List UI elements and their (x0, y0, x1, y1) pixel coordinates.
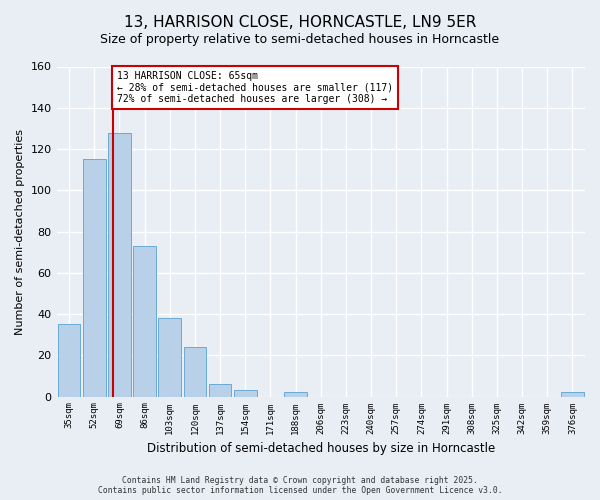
Bar (561, 392, 584, 396)
Bar (58, 324, 80, 396)
Bar (108, 132, 131, 396)
X-axis label: Distribution of semi-detached houses by size in Horncastle: Distribution of semi-detached houses by … (146, 442, 495, 455)
Bar (83, 160, 106, 396)
Text: 13, HARRISON CLOSE, HORNCASTLE, LN9 5ER: 13, HARRISON CLOSE, HORNCASTLE, LN9 5ER (124, 15, 476, 30)
Bar (158, 318, 181, 396)
Text: Contains HM Land Registry data © Crown copyright and database right 2025.
Contai: Contains HM Land Registry data © Crown c… (98, 476, 502, 495)
Bar (133, 246, 156, 396)
Bar (284, 392, 307, 396)
Bar (184, 347, 206, 397)
Text: Size of property relative to semi-detached houses in Horncastle: Size of property relative to semi-detach… (100, 32, 500, 46)
Bar (209, 384, 232, 396)
Text: 13 HARRISON CLOSE: 65sqm
← 28% of semi-detached houses are smaller (117)
72% of : 13 HARRISON CLOSE: 65sqm ← 28% of semi-d… (117, 70, 394, 104)
Bar (234, 390, 257, 396)
Y-axis label: Number of semi-detached properties: Number of semi-detached properties (15, 128, 25, 334)
